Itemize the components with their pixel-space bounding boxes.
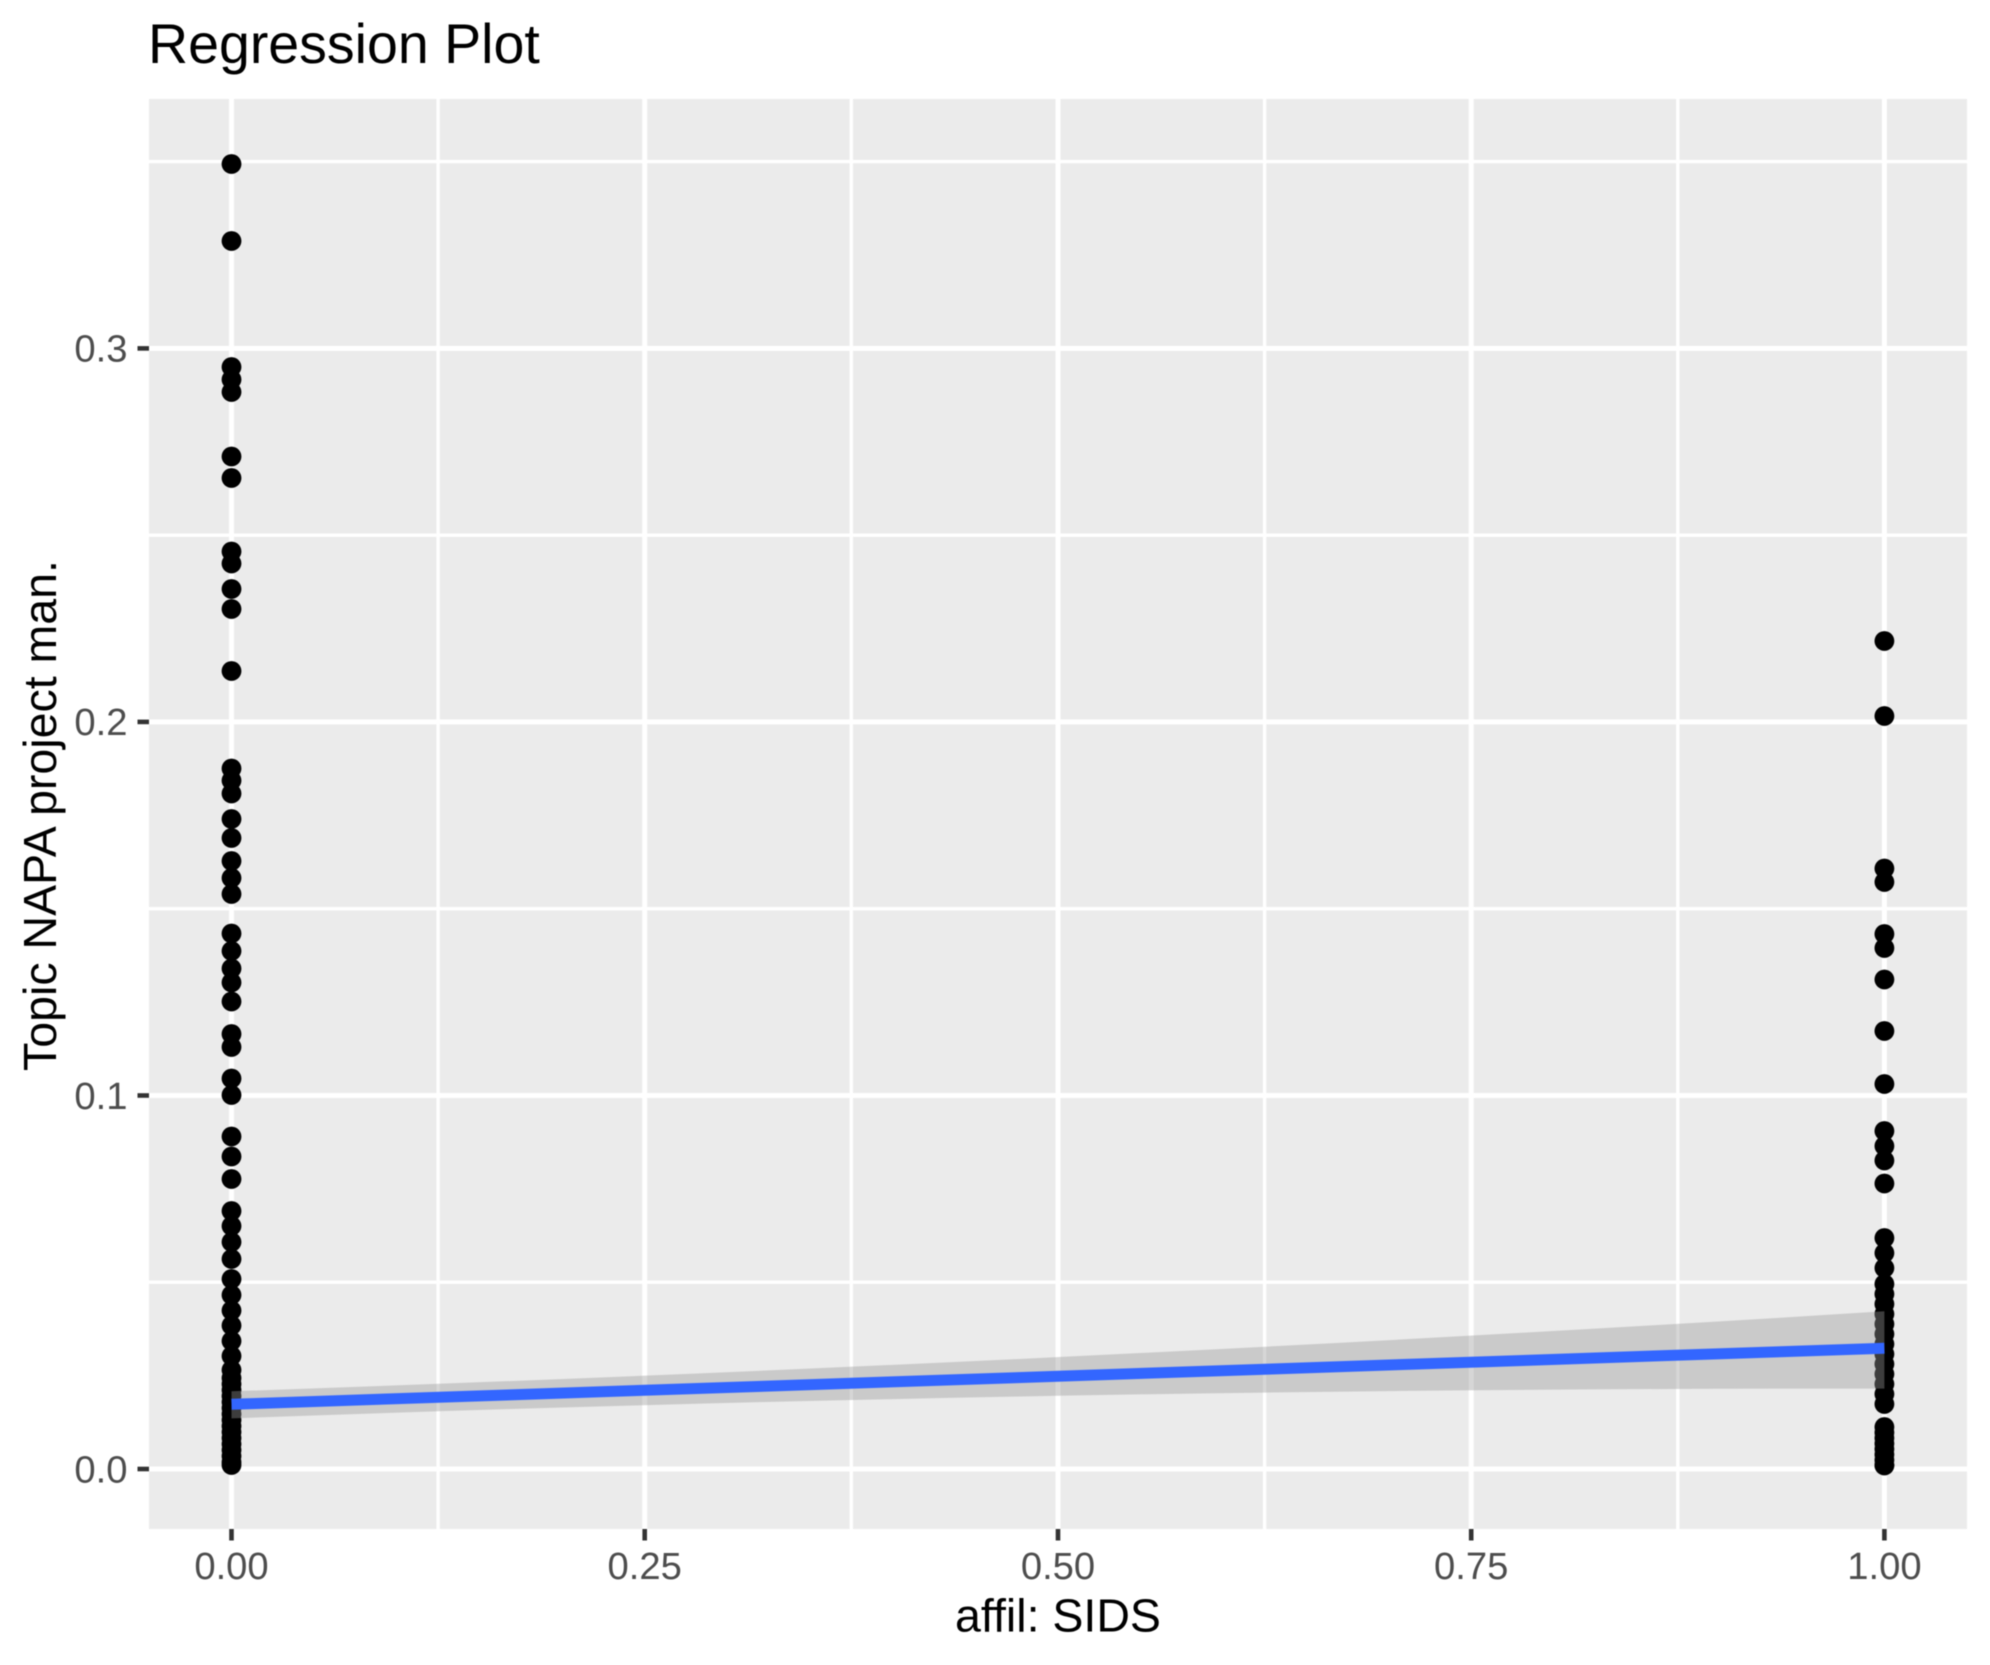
svg-text:Topic NAPA project man.: Topic NAPA project man.: [14, 560, 66, 1071]
svg-text:0.2: 0.2: [74, 701, 127, 744]
svg-text:1.00: 1.00: [1847, 1545, 1921, 1588]
svg-text:0.0: 0.0: [74, 1448, 127, 1491]
svg-text:0.75: 0.75: [1434, 1545, 1508, 1588]
svg-text:0.3: 0.3: [74, 328, 127, 371]
svg-text:0.00: 0.00: [194, 1545, 268, 1588]
svg-text:0.50: 0.50: [1021, 1545, 1095, 1588]
svg-text:Regression Plot: Regression Plot: [148, 13, 540, 75]
svg-text:affil: SIDS: affil: SIDS: [955, 1590, 1161, 1642]
svg-text:0.25: 0.25: [608, 1545, 682, 1588]
svg-text:0.1: 0.1: [74, 1075, 127, 1118]
